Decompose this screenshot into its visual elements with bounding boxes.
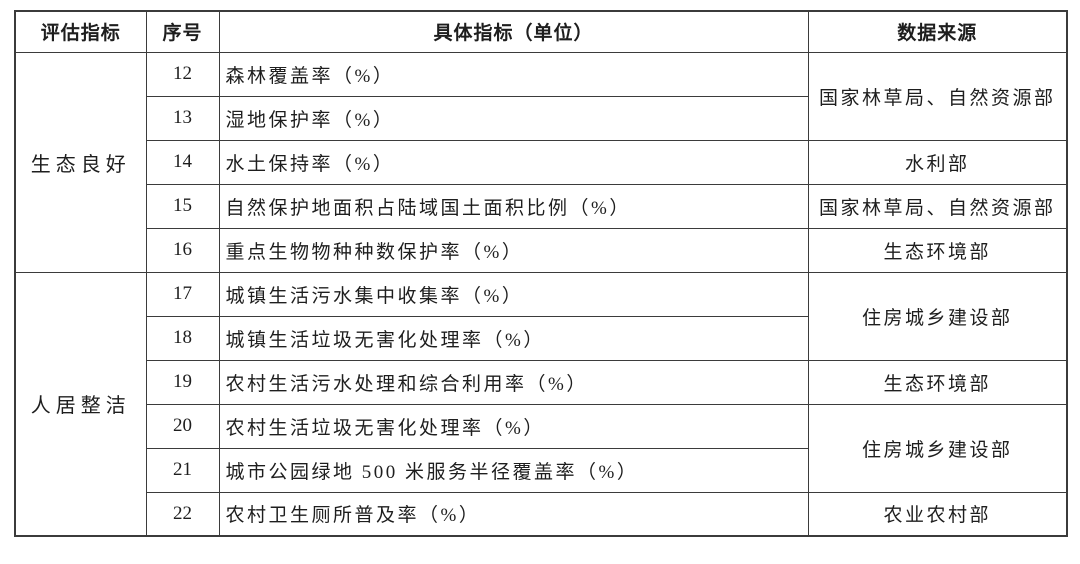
row-no: 19 <box>145 359 220 405</box>
source-cell: 水利部 <box>807 139 1068 185</box>
indicator-cell: 农村生活污水处理和综合利用率（%） <box>218 359 809 405</box>
table-row: 16 重点生物物种种数保护率（%） 生态环境部 <box>15 227 1068 273</box>
row-no: 12 <box>145 51 220 97</box>
row-no: 13 <box>145 95 220 141</box>
source-cell: 生态环境部 <box>807 227 1068 273</box>
table-row: 生态良好 12 森林覆盖率（%） 国家林草局、自然资源部 <box>14 51 1068 273</box>
header-cell-no: 序号 <box>145 10 220 53</box>
table-row: 18 城镇生活垃圾无害化处理率（%） <box>15 315 1067 361</box>
table-row: 20 农村生活垃圾无害化处理率（%） 住房城乡建设部 <box>15 403 1068 493</box>
row-no: 16 <box>145 227 220 273</box>
source-cell: 住房城乡建设部 <box>807 403 1068 493</box>
row-no: 14 <box>145 139 220 185</box>
header-cell-category: 评估指标 <box>14 10 147 53</box>
row-no: 20 <box>145 403 220 449</box>
indicator-cell: 城镇生活垃圾无害化处理率（%） <box>218 315 809 361</box>
indicator-cell: 自然保护地面积占陆域国土面积比例（%） <box>218 183 809 229</box>
table-row: 14 水土保持率（%） 水利部 <box>15 139 1068 185</box>
category-cell-ecology: 生态良好 <box>14 51 147 273</box>
source-cell: 国家林草局、自然资源部 <box>807 51 1068 141</box>
table-row: 22 农村卫生厕所普及率（%） 农业农村部 <box>15 491 1068 537</box>
indicator-cell: 森林覆盖率（%） <box>218 51 809 97</box>
indicator-cell: 水土保持率（%） <box>218 139 809 185</box>
header-row: 评估指标 序号 具体指标（单位） 数据来源 <box>14 10 1068 53</box>
row-no: 15 <box>145 183 220 229</box>
category-cell-habitat: 人居整洁 <box>14 271 147 537</box>
source-cell: 生态环境部 <box>807 359 1068 405</box>
header-cell-source: 数据来源 <box>807 10 1068 53</box>
row-no: 18 <box>145 315 220 361</box>
source-cell: 农业农村部 <box>807 491 1068 537</box>
table-row: 19 农村生活污水处理和综合利用率（%） 生态环境部 <box>15 359 1068 405</box>
table-row: 15 自然保护地面积占陆域国土面积比例（%） 国家林草局、自然资源部 <box>15 183 1068 229</box>
indicator-cell: 农村生活垃圾无害化处理率（%） <box>218 403 809 449</box>
indicator-cell: 湿地保护率（%） <box>218 95 809 141</box>
header-cell-indicator: 具体指标（单位） <box>218 10 809 53</box>
indicator-table: 评估指标 序号 具体指标（单位） 数据来源 生态良好 12 森林覆盖率（%） 国… <box>14 10 1068 537</box>
indicator-cell: 城市公园绿地 500 米服务半径覆盖率（%） <box>218 447 809 493</box>
source-cell: 国家林草局、自然资源部 <box>807 183 1068 229</box>
table-row: 21 城市公园绿地 500 米服务半径覆盖率（%） <box>15 447 1067 493</box>
table-row: 人居整洁 17 城镇生活污水集中收集率（%） 住房城乡建设部 <box>14 271 1068 537</box>
indicator-cell: 重点生物物种种数保护率（%） <box>218 227 809 273</box>
indicator-cell: 农村卫生厕所普及率（%） <box>218 491 809 537</box>
indicator-cell: 城镇生活污水集中收集率（%） <box>218 271 809 317</box>
row-no: 22 <box>145 491 220 537</box>
row-no: 17 <box>145 271 220 317</box>
table-row: 13 湿地保护率（%） <box>15 95 1067 141</box>
row-no: 21 <box>145 447 220 493</box>
source-cell: 住房城乡建设部 <box>807 271 1068 361</box>
